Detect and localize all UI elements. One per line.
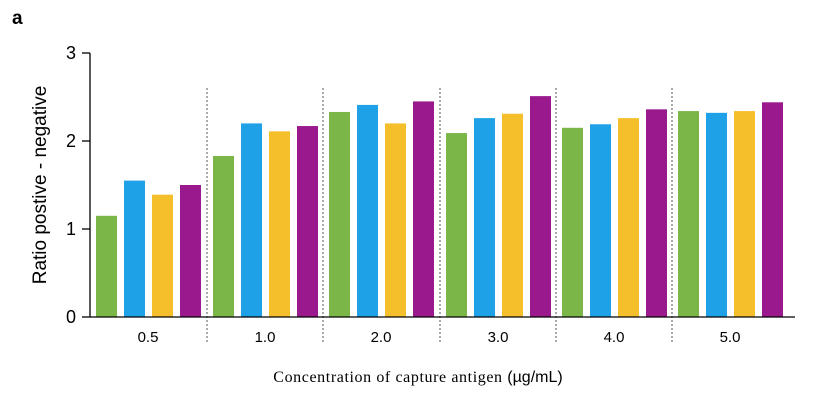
x-tick-label: 5.0 (720, 329, 741, 346)
bar (646, 109, 667, 317)
bar (678, 111, 699, 317)
bar (446, 133, 467, 317)
x-tick-label: 3.0 (488, 329, 509, 346)
x-tick-label: 1.0 (255, 329, 276, 346)
y-tick-label: 1 (66, 219, 76, 239)
bar (297, 126, 318, 317)
y-axis-label: Ratio postive - negative (30, 86, 51, 285)
bar (530, 96, 551, 318)
x-tick-label: 0.5 (138, 329, 159, 346)
bar (762, 102, 783, 317)
bar (413, 101, 434, 318)
x-axis-label: Concentration of capture antigen (µg/mL) (273, 369, 562, 386)
x-tick-label: 2.0 (371, 329, 392, 346)
x-tick-label: 4.0 (604, 329, 625, 346)
x-axis-label-unit: (µg/mL) (507, 369, 562, 386)
bar (213, 155, 234, 317)
bar (124, 180, 145, 317)
bar (269, 131, 290, 317)
bar (96, 215, 117, 317)
bar (734, 111, 755, 317)
x-axis-label-text: Concentration of capture antigen (273, 369, 502, 386)
bar (385, 123, 406, 318)
y-tick-label: 0 (66, 307, 76, 327)
bar (180, 185, 201, 317)
y-tick-label: 3 (66, 43, 76, 63)
panel-label: a (12, 8, 23, 29)
bar (618, 118, 639, 318)
bar (329, 111, 350, 318)
bar (502, 113, 523, 317)
x-axis-ticks: 0.5 1.0 2.0 3.0 4.0 5.0 (138, 329, 741, 346)
y-tick-label: 2 (66, 131, 76, 151)
bar (152, 194, 173, 317)
bar-marks (96, 96, 783, 318)
y-axis-ticks: 0 1 2 3 (66, 43, 90, 327)
bar (590, 124, 611, 317)
bar (562, 127, 583, 317)
bar (241, 123, 262, 318)
bar (357, 104, 378, 317)
bar (474, 118, 495, 318)
bar (706, 112, 727, 317)
